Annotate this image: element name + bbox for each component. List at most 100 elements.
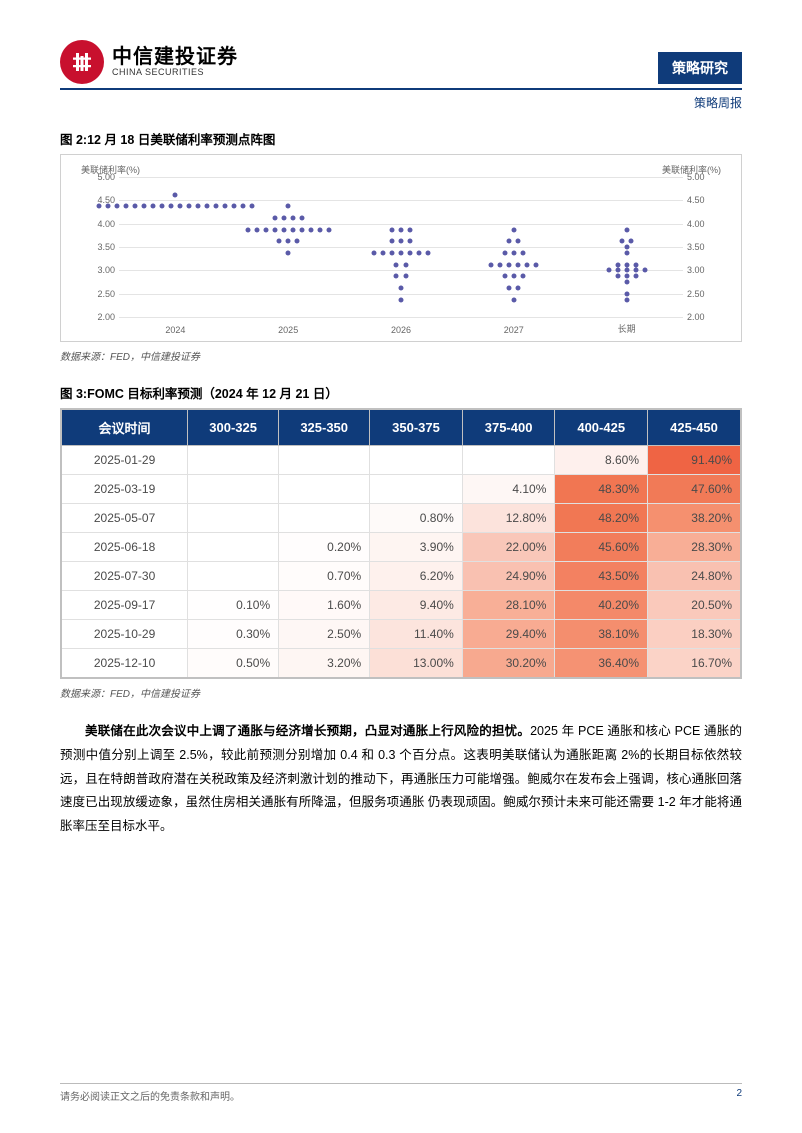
data-dot [123, 204, 128, 209]
data-dot [511, 297, 516, 302]
figure-2-source: 数据来源：FED，中信建投证券 [60, 348, 742, 363]
prob-cell: 2.50% [279, 620, 370, 649]
data-dot [317, 227, 322, 232]
data-dot [615, 274, 620, 279]
plot-area: 2.002.002.502.503.003.003.503.504.004.00… [119, 177, 683, 317]
prob-cell: 30.20% [462, 649, 555, 679]
date-cell: 2025-09-17 [61, 591, 188, 620]
prob-cell: 28.10% [462, 591, 555, 620]
table-header: 375-400 [462, 409, 555, 446]
data-dot [281, 215, 286, 220]
data-dot [633, 268, 638, 273]
prob-cell: 36.40% [555, 649, 648, 679]
data-dot [399, 250, 404, 255]
prob-cell: 3.20% [279, 649, 370, 679]
page-number: 2 [736, 1088, 742, 1103]
data-dot [516, 262, 521, 267]
data-dot [403, 274, 408, 279]
footer-disclaimer: 请务必阅读正文之后的免责条款和声明。 [60, 1088, 240, 1103]
table-header: 会议时间 [61, 409, 188, 446]
prob-cell: 6.20% [370, 562, 463, 591]
ytick-right: 3.50 [687, 242, 719, 252]
data-dot [516, 285, 521, 290]
data-dot [286, 250, 291, 255]
brand-logo-icon [60, 40, 104, 84]
data-dot [502, 274, 507, 279]
data-dot [241, 204, 246, 209]
prob-cell: 11.40% [370, 620, 463, 649]
table-row: 2025-10-290.30%2.50%11.40%29.40%38.10%18… [61, 620, 741, 649]
data-dot [525, 262, 530, 267]
date-cell: 2025-12-10 [61, 649, 188, 679]
prob-cell: 48.30% [555, 475, 648, 504]
data-dot [399, 239, 404, 244]
data-dot [173, 192, 178, 197]
brand-name-cn: 中信建投证券 [112, 46, 238, 68]
data-dot [624, 245, 629, 250]
table-row: 2025-05-070.80%12.80%48.20%38.20% [61, 504, 741, 533]
xtick: 长期 [618, 322, 636, 335]
date-cell: 2025-05-07 [61, 504, 188, 533]
prob-cell: 43.50% [555, 562, 648, 591]
prob-cell: 40.20% [555, 591, 648, 620]
prob-cell: 38.10% [555, 620, 648, 649]
prob-cell: 4.10% [462, 475, 555, 504]
data-dot [629, 239, 634, 244]
body-rest: 2025 年 PCE 通胀和核心 PCE 通胀的预测中值分别上调至 2.5%，较… [60, 724, 742, 833]
table-row: 2025-06-180.20%3.90%22.00%45.60%28.30% [61, 533, 741, 562]
date-cell: 2025-01-29 [61, 446, 188, 475]
data-dot [489, 262, 494, 267]
data-dot [295, 239, 300, 244]
prob-cell: 45.60% [555, 533, 648, 562]
table-row: 2025-12-100.50%3.20%13.00%30.20%36.40%16… [61, 649, 741, 679]
xtick: 2026 [391, 325, 411, 335]
xtick: 2027 [504, 325, 524, 335]
table-row: 2025-07-300.70%6.20%24.90%43.50%24.80% [61, 562, 741, 591]
page-header: 中信建投证券 CHINA SECURITIES 策略研究 [60, 40, 742, 84]
data-dot [114, 204, 119, 209]
data-dot [168, 204, 173, 209]
table-header: 325-350 [279, 409, 370, 446]
brand-name-en: CHINA SECURITIES [112, 68, 238, 78]
date-cell: 2025-10-29 [61, 620, 188, 649]
data-dot [177, 204, 182, 209]
date-cell: 2025-03-19 [61, 475, 188, 504]
data-dot [254, 227, 259, 232]
table-row: 2025-03-194.10%48.30%47.60% [61, 475, 741, 504]
data-dot [624, 268, 629, 273]
prob-cell [279, 446, 370, 475]
data-dot [633, 262, 638, 267]
data-dot [408, 250, 413, 255]
data-dot [214, 204, 219, 209]
data-dot [371, 250, 376, 255]
data-dot [624, 262, 629, 267]
data-dot [507, 239, 512, 244]
prob-cell: 0.80% [370, 504, 463, 533]
data-dot [511, 274, 516, 279]
ytick-right: 3.00 [687, 265, 719, 275]
data-dot [150, 204, 155, 209]
prob-cell: 0.20% [279, 533, 370, 562]
data-dot [511, 227, 516, 232]
data-dot [272, 227, 277, 232]
data-dot [615, 262, 620, 267]
prob-cell: 28.30% [648, 533, 741, 562]
xtick: 2025 [278, 325, 298, 335]
ytick-right: 4.50 [687, 195, 719, 205]
data-dot [615, 268, 620, 273]
prob-cell: 0.70% [279, 562, 370, 591]
data-dot [223, 204, 228, 209]
prob-cell [188, 504, 279, 533]
data-dot [308, 227, 313, 232]
table-header: 400-425 [555, 409, 648, 446]
fomc-probability-table: 会议时间300-325325-350350-375375-400400-4254… [60, 408, 742, 679]
data-dot [394, 274, 399, 279]
data-dot [502, 250, 507, 255]
prob-cell [188, 446, 279, 475]
prob-cell [188, 562, 279, 591]
prob-cell: 91.40% [648, 446, 741, 475]
data-dot [507, 262, 512, 267]
header-rule [60, 88, 742, 90]
ytick-left: 5.00 [83, 172, 115, 182]
data-dot [389, 227, 394, 232]
